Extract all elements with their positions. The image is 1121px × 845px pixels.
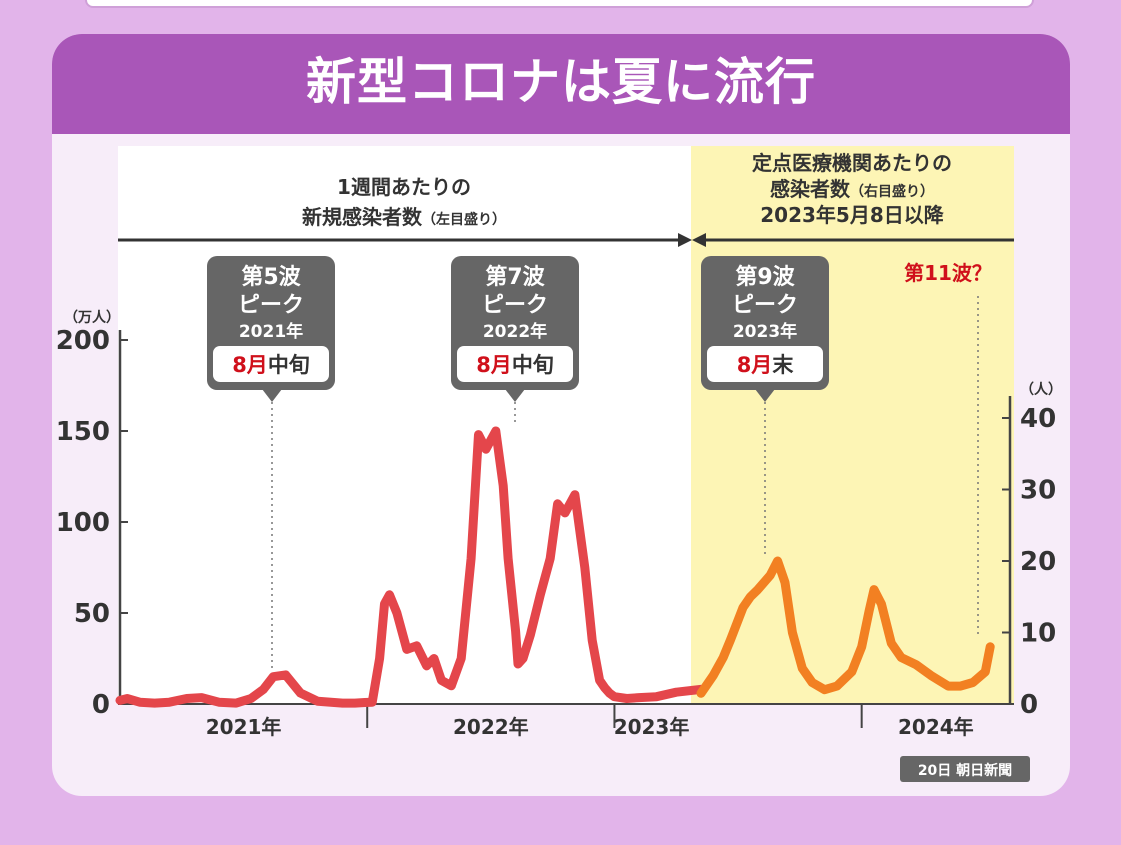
callout-timing: 末 xyxy=(772,353,794,377)
right-tick-label: 20 xyxy=(1020,547,1056,577)
callout-date: 8月中旬 xyxy=(476,353,554,377)
callout-pointer xyxy=(755,389,775,402)
plot-background-white xyxy=(118,146,691,704)
title-banner: 新型コロナは夏に流行 xyxy=(52,34,1070,134)
infographic-card: 新型コロナは夏に流行 1週間あたりの 新規感染者数（左目盛り） 定点医療機関あた… xyxy=(52,34,1070,796)
right-axis-ticks: 0 10 20 30 40 xyxy=(1002,404,1056,720)
period-left-line2: 新規感染者数（左目盛り） xyxy=(302,205,506,229)
left-tick-label: 50 xyxy=(74,599,110,629)
right-tick-label: 40 xyxy=(1020,404,1056,434)
right-axis-unit: （人） xyxy=(1020,381,1062,398)
callout-peak: ピーク xyxy=(238,293,304,318)
callout-year: 2022年 xyxy=(483,321,547,342)
callout-year: 2021年 xyxy=(239,321,303,342)
series-line-new-cases xyxy=(115,426,706,708)
period-left-line1: 1週間あたりの xyxy=(337,175,471,199)
x-tick-label: 2021年 xyxy=(206,715,282,739)
next-wave-label: 第11波？ xyxy=(904,261,992,285)
callout-month: 8月 xyxy=(476,353,512,377)
callout-wave9: 第9波 ピーク 2023年 8月末 xyxy=(701,256,829,402)
right-tick-label: 10 xyxy=(1020,619,1056,649)
period-left-note: （左目盛り） xyxy=(422,211,506,228)
x-tick-label: 2022年 xyxy=(453,715,529,739)
callout-year: 2023年 xyxy=(733,321,797,342)
period-right-label: 感染者数 xyxy=(770,177,851,201)
left-tick-label: 0 xyxy=(92,690,110,720)
left-tick-label: 200 xyxy=(56,326,110,356)
callout-wave7: 第7波 ピーク 2022年 8月中旬 xyxy=(451,256,579,402)
left-tick-label: 100 xyxy=(56,508,110,538)
callout-peak: ピーク xyxy=(732,293,798,318)
callout-date-box xyxy=(457,346,573,382)
page-title: 新型コロナは夏に流行 xyxy=(306,53,816,111)
callout-date-box xyxy=(707,346,823,382)
callout-timing: 中旬 xyxy=(268,353,310,377)
callout-date-box xyxy=(213,346,329,382)
callout-wave: 第7波 xyxy=(485,264,545,290)
callout-wave: 第9波 xyxy=(735,264,795,290)
x-tick-label: 2023年 xyxy=(614,715,690,739)
callout-wave5: 第5波 ピーク 2021年 8月中旬 xyxy=(207,256,335,402)
x-tick-label: 2024年 xyxy=(898,715,974,739)
period-right-note: （右目盛り） xyxy=(850,183,934,200)
x-axis-ticks: 2021年 2022年 2023年 2024年 xyxy=(206,704,974,739)
series-line-sentinel-cases xyxy=(696,556,995,698)
period-right-line3: 2023年5月8日以降 xyxy=(760,203,944,227)
callout-month: 8月 xyxy=(232,353,268,377)
source-badge xyxy=(900,756,1030,782)
left-axis-unit: （万人） xyxy=(64,309,120,326)
callout-peak: ピーク xyxy=(482,293,548,318)
callout-pointer xyxy=(262,389,282,402)
callout-wave: 第5波 xyxy=(241,264,301,290)
callout-pointer xyxy=(505,389,525,402)
period-left-label: 新規感染者数 xyxy=(302,205,423,229)
chart: 1週間あたりの 新規感染者数（左目盛り） 定点医療機関あたりの 感染者数（右目盛… xyxy=(56,146,1062,782)
left-tick-label: 150 xyxy=(56,417,110,447)
period-right-line1: 定点医療機関あたりの xyxy=(752,151,952,175)
peak-guides xyxy=(271,296,979,670)
callout-date: 8月末 xyxy=(737,353,795,377)
period-right-line2: 感染者数（右目盛り） xyxy=(770,177,934,201)
callout-date: 8月中旬 xyxy=(232,353,310,377)
callout-month: 8月 xyxy=(737,353,773,377)
callout-timing: 中旬 xyxy=(512,353,554,377)
source-label: 20日 朝日新聞 xyxy=(918,762,1012,779)
left-axis-ticks: 0 50 100 150 200 xyxy=(56,326,128,720)
period-arrowhead-right xyxy=(692,233,706,247)
right-tick-label: 30 xyxy=(1020,476,1056,506)
top-strip xyxy=(85,0,1034,8)
right-tick-label: 0 xyxy=(1020,690,1038,720)
period-arrowhead-left xyxy=(678,233,692,247)
